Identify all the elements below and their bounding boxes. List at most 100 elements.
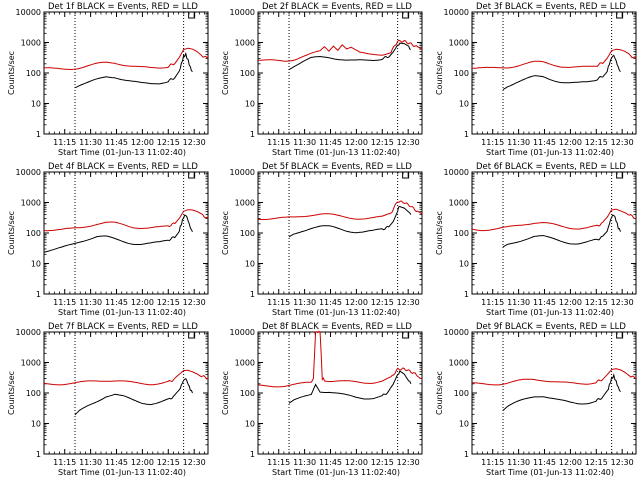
y-tick-label: 1: [464, 450, 469, 459]
y-tick-label: 10000: [16, 328, 41, 337]
y-tick-label: 1000: [449, 359, 469, 368]
y-tick-label: 100: [26, 69, 41, 78]
attenuator-marker: [402, 172, 410, 179]
x-tick-label: 12:15: [157, 298, 180, 307]
x-tick-label: 12:00: [131, 138, 154, 147]
y-tick-label: 1: [36, 450, 41, 459]
detector-panel-1: Det 1f BLACK = Events, RED = LLD Counts/s…: [7, 2, 209, 157]
x-tick-label: 12:30: [183, 298, 206, 307]
y-tick-label: 1: [36, 290, 41, 299]
y-tick-label: 10000: [230, 8, 255, 17]
x-tick-label: 12:15: [157, 458, 180, 467]
panel-title: Det 9f BLACK = Events, RED = LLD: [476, 322, 626, 332]
lld-series-line: [257, 200, 423, 220]
x-tick-label: 12:15: [371, 458, 394, 467]
y-tick-label: 10000: [230, 168, 255, 177]
y-axis-label: Counts/sec: [221, 211, 230, 255]
y-tick-label: 10: [459, 420, 469, 429]
events-series-line: [502, 214, 621, 248]
events-series-line: [502, 373, 621, 411]
y-tick-label: 10: [459, 260, 469, 269]
x-axis-label: Start Time (01-Jun-13 11:02:40): [486, 468, 614, 477]
y-tick-label: 1000: [235, 199, 255, 208]
x-tick-label: 12:00: [345, 138, 368, 147]
events-series-line: [74, 378, 193, 416]
detector-panel-4: Det 4f BLACK = Events, RED = LLD Counts/s…: [7, 162, 209, 317]
detector-panel-8: Det 8f BLACK = Events, RED = LLD Counts/s…: [221, 322, 423, 477]
x-tick-label: 11:30: [293, 298, 316, 307]
panel-title: Det 1f BLACK = Events, RED = LLD: [48, 2, 198, 12]
y-tick-label: 10: [31, 420, 41, 429]
events-series-line: [43, 214, 193, 253]
lld-series-line: [471, 48, 637, 69]
x-axis-label: Start Time (01-Jun-13 11:02:40): [486, 148, 614, 157]
x-tick-label: 11:45: [105, 298, 128, 307]
lld-series-line: [258, 330, 422, 388]
events-series-line: [74, 51, 193, 89]
x-tick-label: 12:30: [397, 458, 420, 467]
y-tick-label: 100: [454, 229, 469, 238]
x-axis-label: Start Time (01-Jun-13 11:02:40): [272, 308, 400, 317]
attenuator-marker: [616, 12, 624, 19]
x-tick-label: 12:00: [131, 458, 154, 467]
y-tick-label: 1: [36, 130, 41, 139]
y-tick-label: 1: [250, 450, 255, 459]
y-tick-label: 1000: [235, 359, 255, 368]
lld-series-line: [472, 368, 637, 386]
x-tick-label: 11:15: [53, 458, 76, 467]
detector-panel-7: Det 7f BLACK = Events, RED = LLD Counts/s…: [7, 322, 209, 477]
x-tick-label: 12:00: [131, 298, 154, 307]
panel-title: Det 8f BLACK = Events, RED = LLD: [262, 322, 412, 332]
panel-title: Det 5f BLACK = Events, RED = LLD: [262, 162, 412, 172]
x-tick-label: 11:45: [533, 298, 556, 307]
attenuator-marker: [188, 12, 196, 19]
y-tick-label: 10: [31, 260, 41, 269]
x-tick-label: 12:30: [183, 138, 206, 147]
x-tick-label: 11:45: [319, 138, 342, 147]
x-tick-label: 12:00: [559, 138, 582, 147]
x-axis-label: Start Time (01-Jun-13 11:02:40): [272, 148, 400, 157]
x-tick-label: 11:15: [267, 298, 290, 307]
x-tick-label: 12:30: [611, 138, 634, 147]
x-tick-label: 11:45: [533, 458, 556, 467]
lld-series-line: [257, 39, 423, 62]
lld-series-line: [43, 369, 209, 386]
x-axis-label: Start Time (01-Jun-13 11:02:40): [272, 468, 400, 477]
attenuator-marker: [616, 172, 624, 179]
detector-panel-6: Det 6f BLACK = Events, RED = LLD Counts/s…: [435, 162, 637, 317]
x-tick-label: 12:30: [611, 298, 634, 307]
events-series-line: [288, 205, 412, 238]
x-tick-label: 11:45: [105, 138, 128, 147]
x-tick-label: 12:15: [585, 298, 608, 307]
y-tick-label: 1: [250, 290, 255, 299]
y-axis-label: Counts/sec: [221, 51, 230, 95]
x-tick-label: 11:15: [481, 298, 504, 307]
y-tick-label: 1000: [449, 39, 469, 48]
panel-title: Det 7f BLACK = Events, RED = LLD: [48, 322, 198, 332]
y-tick-label: 1000: [21, 39, 41, 48]
x-tick-label: 11:30: [507, 458, 530, 467]
x-tick-label: 12:15: [585, 458, 608, 467]
y-tick-label: 10: [245, 420, 255, 429]
y-tick-label: 10000: [16, 168, 41, 177]
y-tick-label: 10: [31, 100, 41, 109]
x-axis-label: Start Time (01-Jun-13 11:02:40): [486, 308, 614, 317]
lld-series-line: [43, 47, 209, 71]
y-tick-label: 10000: [444, 168, 469, 177]
x-tick-label: 12:30: [397, 298, 420, 307]
x-tick-label: 11:30: [293, 138, 316, 147]
x-axis-label: Start Time (01-Jun-13 11:02:40): [58, 308, 186, 317]
x-tick-label: 12:15: [371, 298, 394, 307]
y-tick-label: 1000: [21, 359, 41, 368]
x-tick-label: 12:30: [611, 458, 634, 467]
attenuator-marker: [188, 172, 196, 179]
y-tick-label: 1000: [449, 199, 469, 208]
x-tick-label: 11:30: [507, 138, 530, 147]
panel-title: Det 2f BLACK = Events, RED = LLD: [262, 2, 412, 12]
x-tick-label: 11:30: [293, 458, 316, 467]
y-tick-label: 1000: [21, 199, 41, 208]
y-tick-label: 10000: [444, 328, 469, 337]
y-axis-label: Counts/sec: [7, 211, 16, 255]
y-axis-label: Counts/sec: [7, 51, 16, 95]
